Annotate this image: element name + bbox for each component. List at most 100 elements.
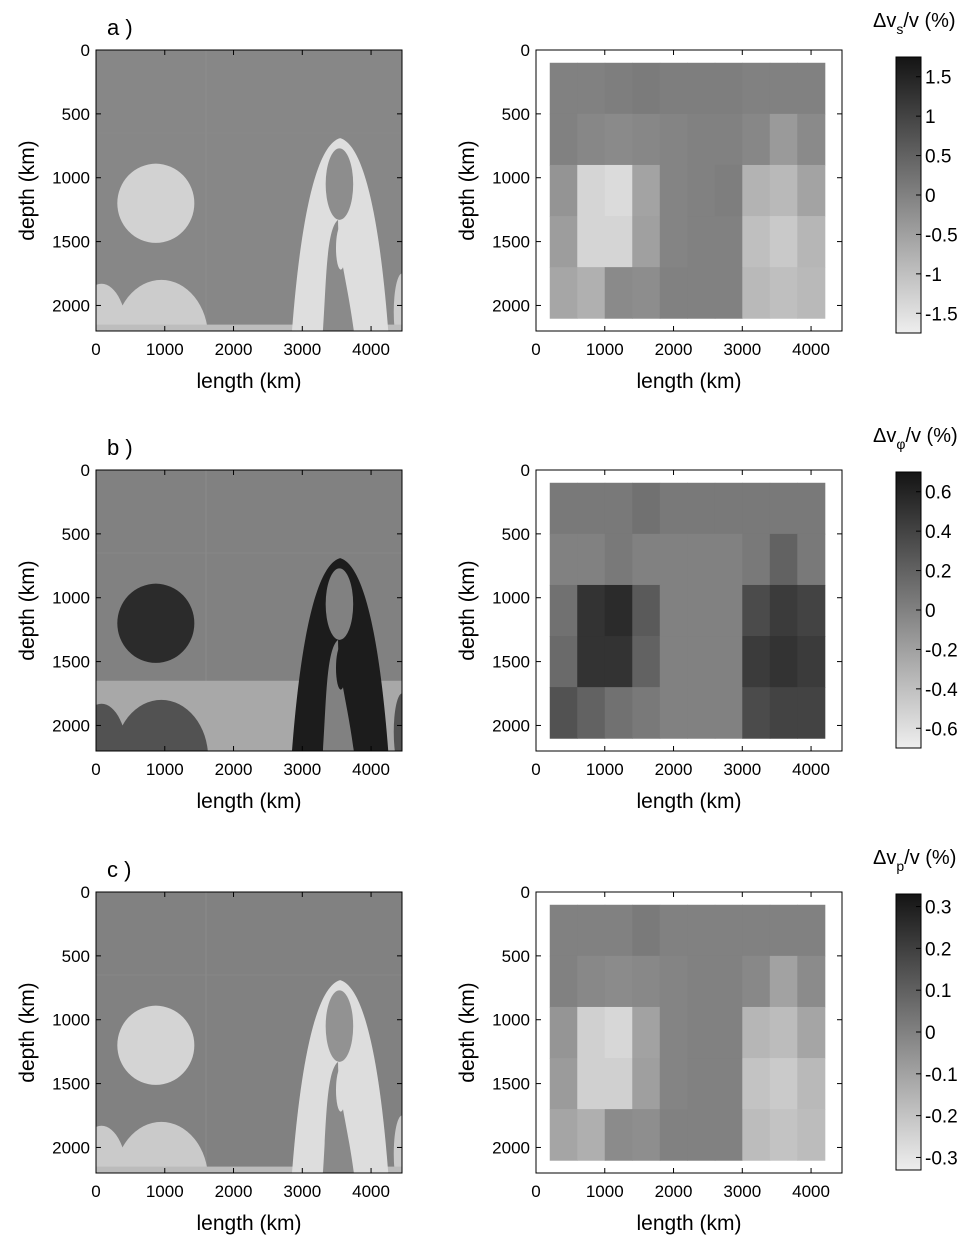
colorbar-tick-label: -0.5	[925, 225, 958, 246]
left-1-ylabel: depth (km)	[16, 560, 39, 660]
colorbar-tick-label: 1.5	[925, 68, 951, 89]
right-1-cell	[549, 584, 578, 637]
colorbar-tick-label: -0.4	[925, 680, 958, 701]
left-2-xtick-label: 2000	[215, 1182, 253, 1201]
right-2-cell	[632, 904, 661, 957]
left-0-xtick-label: 3000	[283, 340, 321, 359]
right-2-cell	[687, 1006, 716, 1059]
left-0-ylabel: depth (km)	[16, 140, 39, 240]
left-0-ytick-label: 500	[62, 105, 90, 124]
right-0-axes-frame	[535, 49, 843, 332]
right-2-cell	[632, 1006, 661, 1059]
colorbar-tick-label: -1.5	[925, 304, 958, 325]
colorbar-title-sub: φ	[896, 436, 905, 452]
colorbar-tick-label: -0.2	[925, 1107, 958, 1128]
left-2-bottom-strip	[96, 1166, 402, 1173]
right-1-cell	[577, 687, 606, 739]
right-1-cell	[687, 482, 716, 535]
right-2-cell	[549, 955, 578, 1008]
colorbar-tick-label: 0.2	[925, 939, 951, 960]
right-0-cell	[604, 164, 633, 217]
right-0-cell	[632, 267, 661, 319]
left-2-plume-inner	[335, 1068, 346, 1112]
right-2-ytick-label: 500	[502, 947, 530, 966]
right-0-cell	[769, 113, 798, 166]
right-0-cell	[577, 62, 606, 115]
right-1-cell	[687, 687, 716, 739]
left-2-ytick-label: 2000	[52, 1138, 90, 1157]
right-2-cell	[742, 1058, 771, 1110]
colorbar-title-rest: /v (%)	[904, 847, 956, 869]
right-0-cell	[742, 216, 771, 268]
left-2-xlabel: length (km)	[196, 1212, 301, 1235]
right-0-cell	[659, 164, 688, 217]
right-1-cell	[659, 533, 688, 586]
left-2-anomaly-blob	[117, 1005, 195, 1085]
right-2-cell	[577, 1058, 606, 1110]
right-1-cell	[549, 533, 578, 586]
panel-label: a )	[107, 15, 133, 40]
right-0-cell	[549, 216, 578, 268]
right-0-xtick-label: 1000	[586, 340, 624, 359]
right-0-cell	[577, 267, 606, 319]
right-2-cell	[577, 1109, 606, 1161]
right-1-cell	[604, 636, 633, 688]
right-2-cell	[659, 904, 688, 957]
right-2-cell	[577, 1006, 606, 1059]
right-1-ytick-label: 1000	[492, 589, 530, 608]
right-2-cell	[549, 1058, 578, 1110]
right-2-cell	[769, 1109, 798, 1161]
right-1-cell	[659, 636, 688, 688]
left-1-plume-core	[325, 568, 354, 640]
right-2-xtick-label: 4000	[792, 1182, 830, 1201]
right-1-cell	[632, 687, 661, 739]
left-2-xtick-label: 4000	[352, 1182, 390, 1201]
left-0-plume-core	[325, 148, 354, 220]
right-2-cell	[797, 955, 826, 1008]
colorbar-title-sub: p	[896, 858, 904, 874]
left-1-ytick-label: 0	[81, 461, 90, 480]
left-1-xtick-label: 3000	[283, 760, 321, 779]
model-panel-3: 0 1000 2000 3000 4000 0 500 1000 1500 2000 length …	[16, 883, 403, 1235]
right-2-cell	[742, 1109, 771, 1161]
right-0-cell	[604, 113, 633, 166]
colorbar-title-rest: /v (%)	[903, 10, 955, 32]
right-0-cell	[742, 164, 771, 217]
left-2-ytick-label: 1000	[52, 1011, 90, 1030]
right-2-cell	[549, 1109, 578, 1161]
right-2-cell	[549, 904, 578, 957]
right-1-cell	[632, 482, 661, 535]
right-0-ytick-label: 0	[521, 41, 530, 60]
right-0-xtick-label: 4000	[792, 340, 830, 359]
right-0-xtick-label: 2000	[655, 340, 693, 359]
right-1-cell	[769, 687, 798, 739]
colorbar-title-base: Δv	[873, 847, 896, 869]
right-0-cell	[797, 164, 826, 217]
tomography-panel-2: 0 1000 2000 3000 4000 0 500 1000 1500 2000 length …	[456, 461, 843, 813]
left-1-axes-frame	[95, 469, 403, 752]
right-0-cell	[659, 113, 688, 166]
right-2-cell	[659, 955, 688, 1008]
right-1-ytick-label: 1500	[492, 653, 530, 672]
right-2-cell	[549, 1006, 578, 1059]
right-1-cell	[577, 636, 606, 688]
right-1-xlabel: length (km)	[636, 790, 741, 813]
right-2-cell	[714, 955, 743, 1008]
right-2-cell	[797, 1109, 826, 1161]
left-2-bottom-blob	[114, 1121, 208, 1173]
left-1-xtick-label: 0	[91, 760, 100, 779]
right-1-axes-frame	[535, 469, 843, 752]
right-2-cell	[797, 1058, 826, 1110]
left-1-xtick-label: 4000	[352, 760, 390, 779]
right-2-cell	[687, 955, 716, 1008]
right-1-cell	[632, 636, 661, 688]
right-0-xlabel: length (km)	[636, 370, 741, 393]
left-0-ytick-label: 2000	[52, 296, 90, 315]
right-1-cell	[577, 482, 606, 535]
left-0-xlabel: length (km)	[196, 370, 301, 393]
right-0-ytick-label: 1000	[492, 169, 530, 188]
right-0-cell	[742, 62, 771, 115]
right-2-cell	[797, 1006, 826, 1059]
right-1-cell	[659, 687, 688, 739]
